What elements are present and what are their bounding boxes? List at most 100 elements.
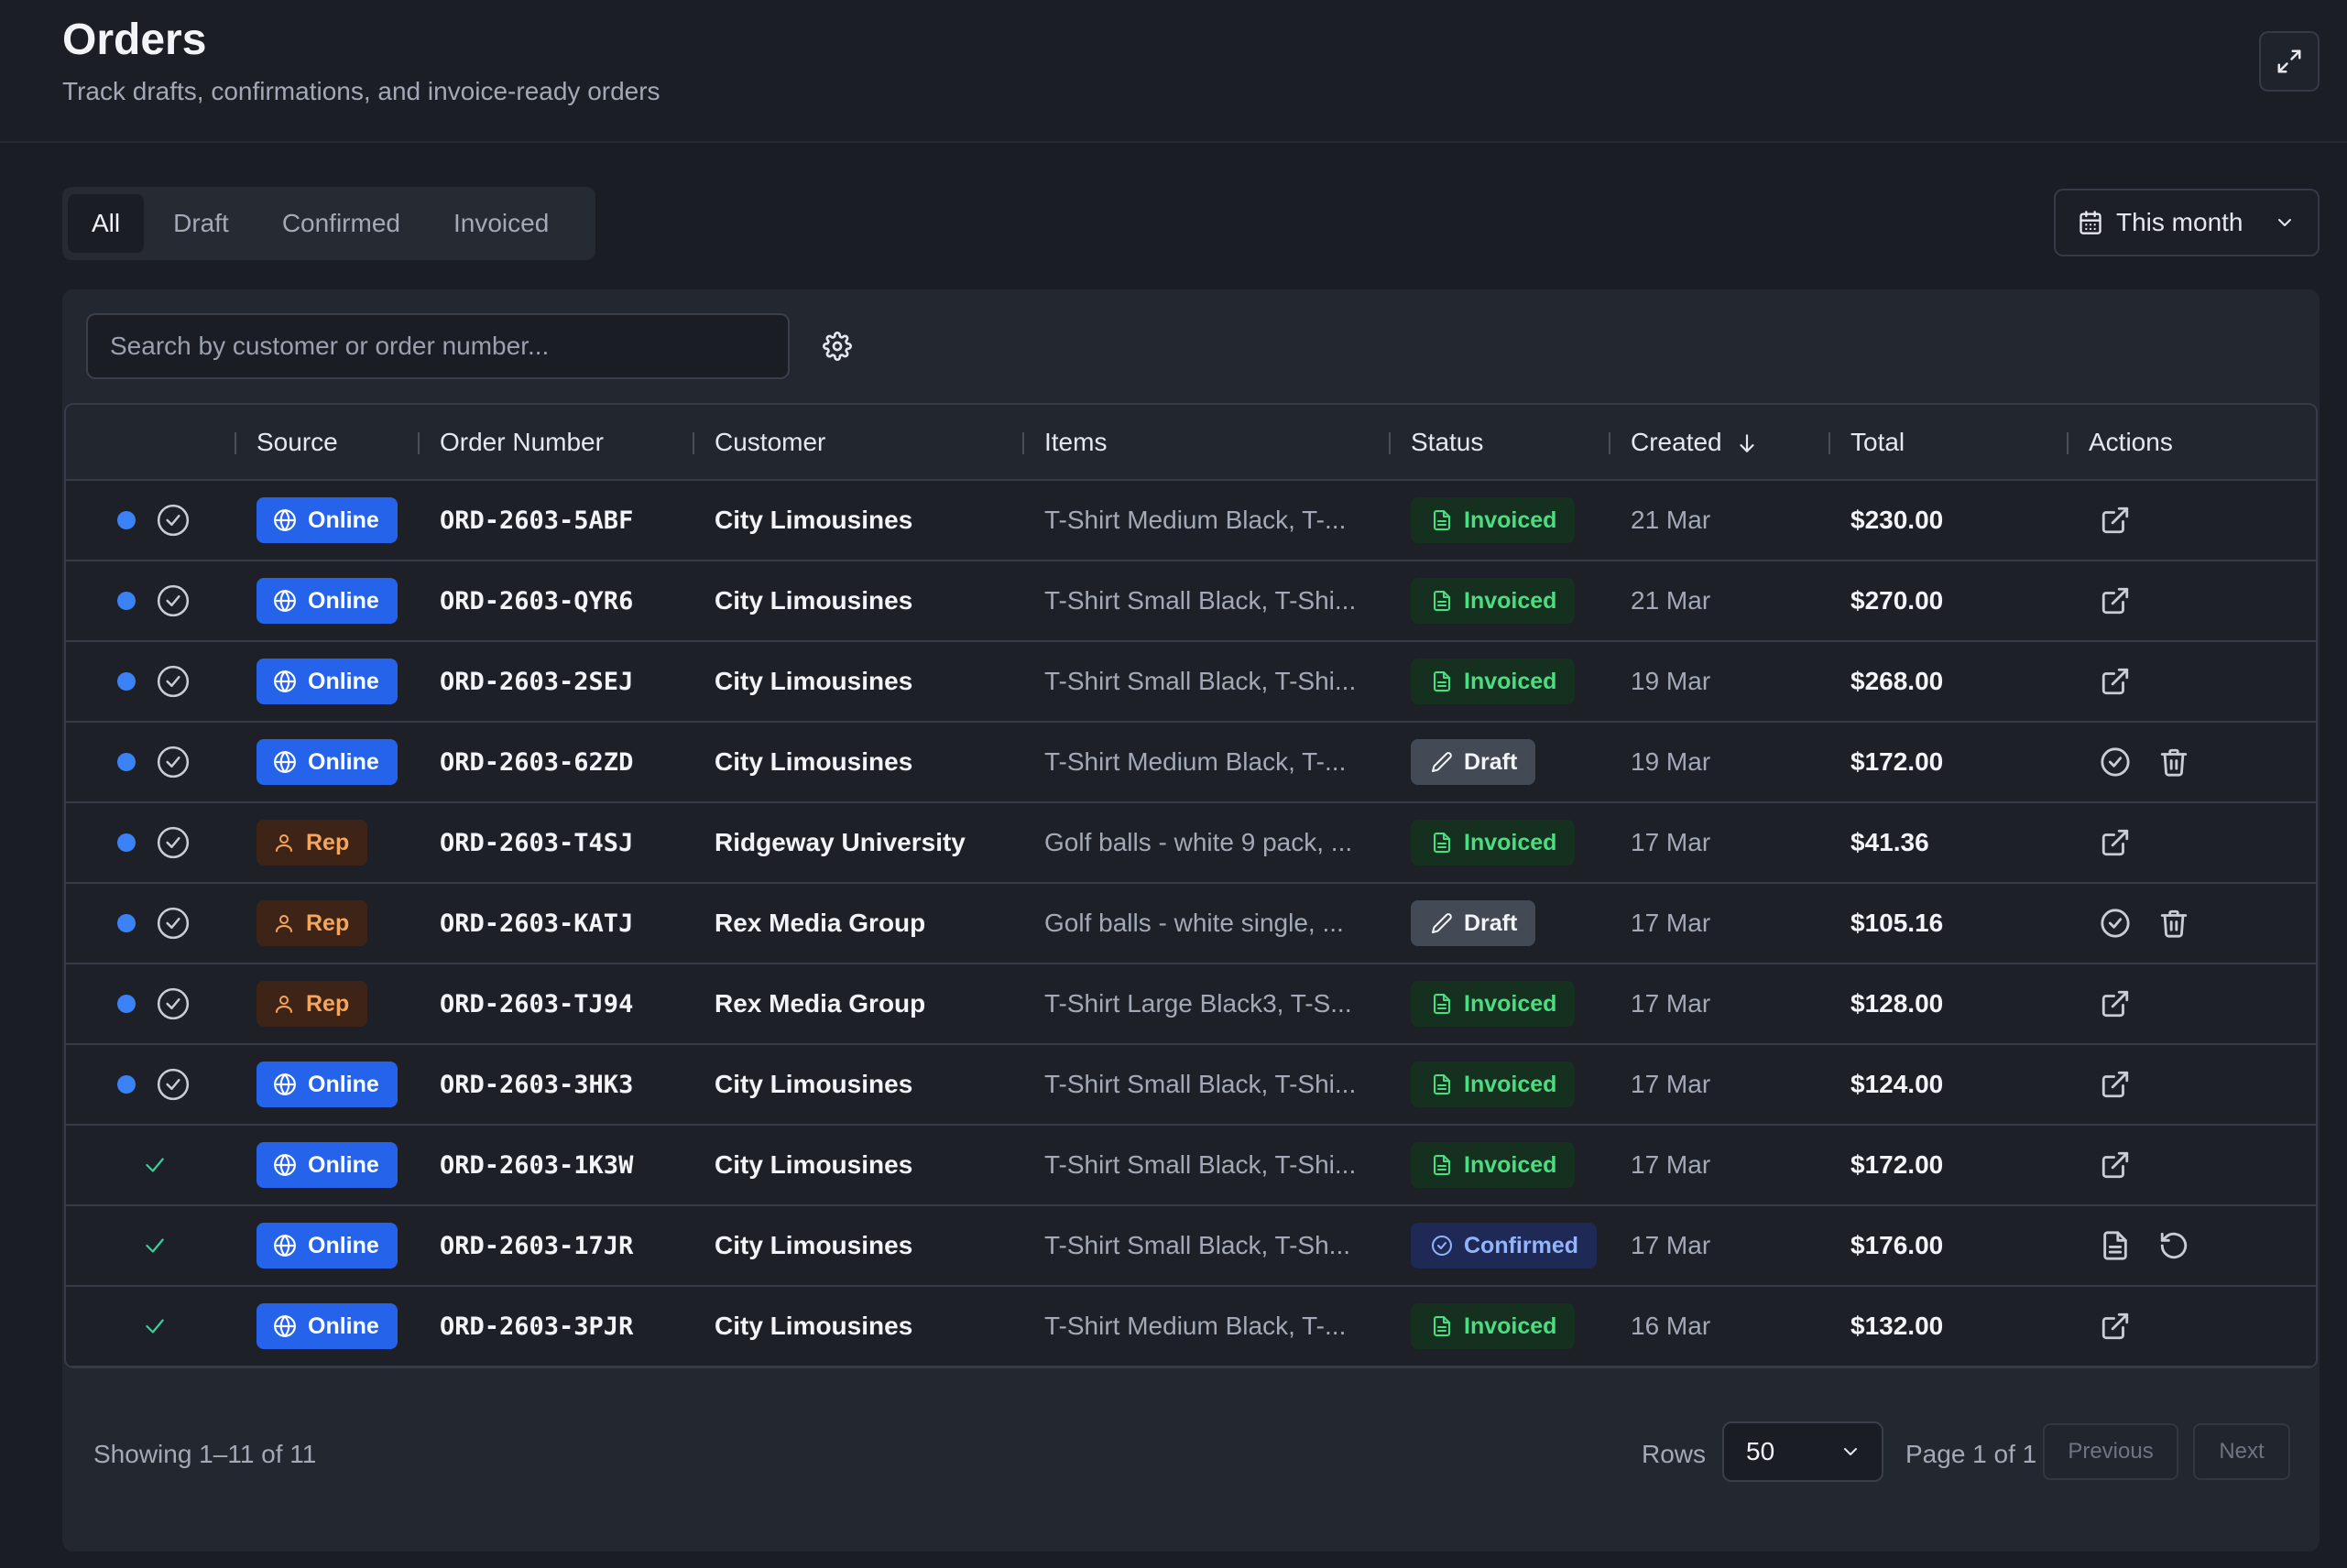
items-cell: T-Shirt Medium Black, T-... (1022, 480, 1389, 561)
order-number-cell[interactable]: ORD-2603-2SEJ (418, 641, 693, 722)
unread-dot (117, 753, 136, 771)
order-total: $268.00 (1850, 667, 1944, 695)
created-column-header[interactable]: Created (1609, 405, 1828, 481)
table-row[interactable]: Online ORD-2603-3PJR City Limousines T-S… (66, 1286, 2316, 1367)
confirm-order-button[interactable] (2098, 906, 2133, 941)
tab-draft[interactable]: Draft (173, 209, 229, 237)
open-order-button[interactable] (2098, 1148, 2133, 1182)
date-range-dropdown[interactable]: This month (2054, 189, 2320, 256)
order-number[interactable]: ORD-2603-TJ94 (440, 990, 634, 1018)
order-number-cell[interactable]: ORD-2603-62ZD (418, 722, 693, 802)
select-row-checkbox[interactable] (156, 583, 191, 618)
create-invoice-button[interactable] (2098, 1228, 2133, 1263)
open-order-button[interactable] (2098, 664, 2133, 699)
items-summary: T-Shirt Small Black, T-Shi... (1044, 1150, 1357, 1179)
revert-order-button[interactable] (2156, 1228, 2191, 1263)
status-label: Invoiced (1464, 587, 1557, 614)
total-column-header[interactable]: Total (1828, 405, 2067, 481)
expand-button[interactable] (2259, 31, 2320, 92)
order-number-column-header[interactable]: Order Number (418, 405, 693, 481)
order-number-cell[interactable]: ORD-2603-1K3W (418, 1125, 693, 1205)
order-total: $172.00 (1850, 1150, 1944, 1179)
actions-cell (2067, 1286, 2316, 1367)
order-number[interactable]: ORD-2603-KATJ (440, 909, 634, 938)
order-number-cell[interactable]: ORD-2603-17JR (418, 1205, 693, 1286)
table-row[interactable]: Rep ORD-2603-KATJ Rex Media Group Golf b… (66, 883, 2316, 964)
order-number-cell[interactable]: ORD-2603-KATJ (418, 883, 693, 964)
table-settings-button[interactable] (813, 322, 861, 370)
order-number[interactable]: ORD-2603-T4SJ (440, 829, 634, 857)
trash-icon (2158, 908, 2189, 939)
order-number-cell[interactable]: ORD-2603-3HK3 (418, 1044, 693, 1125)
open-order-button[interactable] (2098, 986, 2133, 1021)
order-number[interactable]: ORD-2603-1K3W (440, 1151, 634, 1180)
customer-column-header[interactable]: Customer (693, 405, 1022, 481)
delete-order-button[interactable] (2156, 906, 2191, 941)
table-row[interactable]: Rep ORD-2603-TJ94 Rex Media Group T-Shir… (66, 964, 2316, 1044)
order-number-cell[interactable]: ORD-2603-T4SJ (418, 802, 693, 883)
items-cell: T-Shirt Small Black, T-Shi... (1022, 561, 1389, 641)
actions-cell (2067, 480, 2316, 561)
open-order-button[interactable] (2098, 583, 2133, 618)
globe-icon (273, 589, 297, 613)
table-row[interactable]: Rep ORD-2603-T4SJ Ridgeway University Go… (66, 802, 2316, 883)
undo-icon (2158, 1230, 2189, 1261)
order-number-cell[interactable]: ORD-2603-3PJR (418, 1286, 693, 1367)
previous-page-button[interactable]: Previous (2043, 1423, 2178, 1480)
open-order-button[interactable] (2098, 825, 2133, 860)
select-row-checkbox[interactable] (156, 986, 191, 1021)
unread-dot (117, 995, 136, 1013)
delete-order-button[interactable] (2156, 745, 2191, 779)
select-row-checkbox[interactable] (156, 825, 191, 860)
orders-table: Source Order Number Customer Items Statu… (64, 403, 2318, 1368)
open-order-button[interactable] (2098, 1067, 2133, 1102)
order-number[interactable]: ORD-2603-62ZD (440, 748, 634, 777)
open-order-button[interactable] (2098, 1309, 2133, 1344)
tab-invoiced[interactable]: Invoiced (453, 209, 550, 237)
total-cell: $172.00 (1828, 722, 2067, 802)
status-label: Draft (1464, 909, 1518, 936)
select-row-checkbox[interactable] (156, 1067, 191, 1102)
items-column-header[interactable]: Items (1022, 405, 1389, 481)
search-input[interactable] (86, 313, 790, 379)
open-order-button[interactable] (2098, 503, 2133, 538)
order-number[interactable]: ORD-2603-17JR (440, 1232, 634, 1260)
table-row[interactable]: Online ORD-2603-3HK3 City Limousines T-S… (66, 1044, 2316, 1125)
order-number[interactable]: ORD-2603-5ABF (440, 506, 634, 535)
order-number-cell[interactable]: ORD-2603-TJ94 (418, 964, 693, 1044)
status-column-header[interactable]: Status (1389, 405, 1609, 481)
select-row-checkbox[interactable] (156, 745, 191, 779)
tab-confirmed[interactable]: Confirmed (281, 209, 400, 237)
table-row[interactable]: Online ORD-2603-17JR City Limousines T-S… (66, 1205, 2316, 1286)
order-total: $172.00 (1850, 747, 1944, 776)
select-row-checkbox[interactable] (156, 906, 191, 941)
confirm-order-button[interactable] (2098, 745, 2133, 779)
next-page-button[interactable]: Next (2193, 1423, 2290, 1480)
order-number[interactable]: ORD-2603-3PJR (440, 1312, 634, 1341)
select-row-checkbox[interactable] (156, 503, 191, 538)
select-row-checkbox[interactable] (156, 664, 191, 699)
created-date: 17 Mar (1631, 1070, 1711, 1098)
order-number-cell[interactable]: ORD-2603-QYR6 (418, 561, 693, 641)
table-row[interactable]: Online ORD-2603-5ABF City Limousines T-S… (66, 480, 2316, 561)
customer-cell: Rex Media Group (693, 964, 1022, 1044)
user-icon (273, 912, 295, 934)
created-cell: 17 Mar (1609, 1125, 1828, 1205)
order-total: $105.16 (1850, 909, 1944, 937)
table-row[interactable]: Online ORD-2603-QYR6 City Limousines T-S… (66, 561, 2316, 641)
order-number-cell[interactable]: ORD-2603-5ABF (418, 480, 693, 561)
table-row[interactable]: Online ORD-2603-2SEJ City Limousines T-S… (66, 641, 2316, 722)
row-select-cell (66, 722, 235, 802)
items-summary: T-Shirt Medium Black, T-... (1044, 1312, 1347, 1340)
customer-cell: City Limousines (693, 561, 1022, 641)
table-row[interactable]: Online ORD-2603-1K3W City Limousines T-S… (66, 1125, 2316, 1205)
tab-all[interactable]: All (68, 194, 145, 253)
rows-per-page-select[interactable]: 50 (1722, 1421, 1883, 1482)
order-number[interactable]: ORD-2603-QYR6 (440, 587, 634, 615)
order-number[interactable]: ORD-2603-3HK3 (440, 1071, 634, 1099)
order-number[interactable]: ORD-2603-2SEJ (440, 668, 634, 696)
source-column-header[interactable]: Source (235, 405, 418, 481)
order-total: $128.00 (1850, 989, 1944, 1018)
total-cell: $105.16 (1828, 883, 2067, 964)
table-row[interactable]: Online ORD-2603-62ZD City Limousines T-S… (66, 722, 2316, 802)
